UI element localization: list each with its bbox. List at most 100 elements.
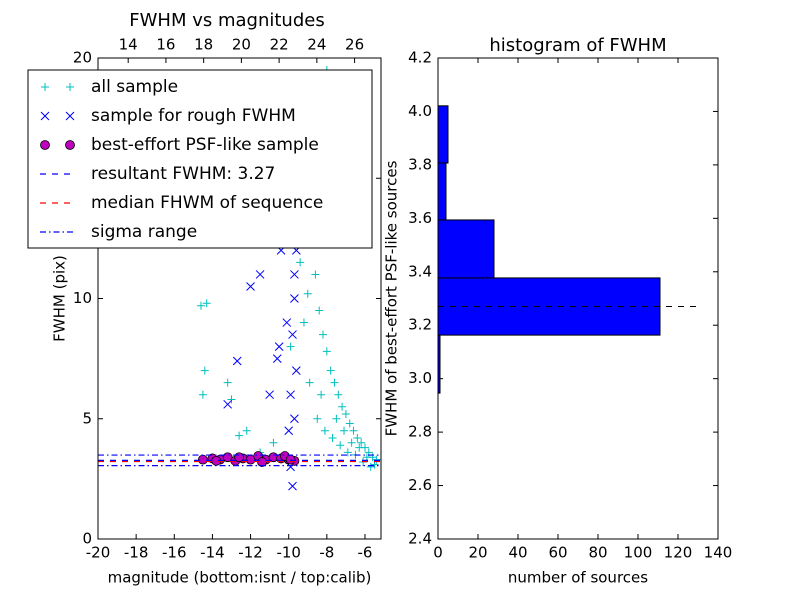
legend-marker	[65, 140, 75, 150]
legend-marker	[40, 111, 50, 121]
point	[357, 438, 366, 447]
x2-tick-label: 26	[345, 36, 364, 54]
y-tick-label: 4.0	[408, 102, 432, 120]
y-tick-label: 3.0	[408, 369, 432, 387]
point	[290, 294, 299, 303]
y-tick-label: 4.2	[408, 49, 432, 67]
point	[235, 431, 244, 440]
x-tick-label: 80	[588, 544, 607, 562]
point	[223, 378, 232, 387]
point	[200, 366, 209, 375]
point	[227, 395, 236, 404]
legend-label: sigma range	[91, 222, 197, 242]
y-axis-label: FWHM of best-effort PSF-like sources	[383, 160, 401, 436]
y-tick-label: 3.8	[408, 155, 432, 173]
y-tick-label: 2.6	[408, 476, 432, 494]
x2-tick-label: 20	[232, 36, 251, 54]
x-tick-label: 100	[624, 544, 653, 562]
ticks: 0 20 40 60 80 100 120 140 2.4 2.6 2.8 3.0 3.2 3.4 3.6 3…	[408, 49, 732, 562]
point	[349, 426, 358, 435]
point	[328, 433, 337, 442]
legend: all sample sample for rough FWHM best-effo…	[27, 69, 373, 249]
point	[326, 366, 335, 375]
x-tick-label: 20	[468, 544, 487, 562]
point	[340, 426, 349, 435]
point	[285, 454, 296, 465]
point	[291, 366, 301, 376]
x-tick-label: -14	[200, 544, 225, 562]
point	[290, 414, 299, 424]
chart-title: histogram of FWHM	[489, 35, 666, 56]
legend-marker	[66, 83, 74, 91]
legend-marker	[41, 83, 49, 91]
point	[284, 426, 294, 436]
point	[202, 299, 211, 308]
x-tick-label: 140	[704, 544, 733, 562]
point	[336, 441, 345, 450]
point	[296, 258, 305, 267]
y-tick-label: 3.6	[408, 209, 432, 227]
point	[332, 414, 341, 423]
x-tick-label: 120	[664, 544, 693, 562]
y-tick-label: 2.4	[408, 530, 432, 548]
point	[330, 378, 339, 387]
bar	[437, 219, 495, 279]
chart-title: FWHM vs magnitudes	[129, 10, 324, 31]
axes-frame	[437, 57, 719, 540]
point	[317, 390, 326, 399]
legend-label: resultant FWHM: 3.27	[91, 164, 275, 184]
y-tick-label: 5	[82, 409, 92, 427]
point	[286, 342, 295, 351]
x-axis-label: number of sources	[508, 569, 648, 587]
data	[98, 66, 381, 491]
x2-tick-label: 14	[119, 36, 138, 54]
point	[319, 330, 328, 339]
point	[198, 390, 207, 399]
legend-label: median FHWM of sequence	[91, 193, 323, 213]
legend-marker	[65, 111, 75, 121]
point	[311, 270, 320, 279]
point	[265, 390, 274, 400]
point	[334, 390, 343, 399]
bar	[437, 162, 447, 221]
point	[223, 399, 233, 409]
x-tick-label: -8	[319, 544, 334, 562]
y-tick-label: 20	[73, 49, 92, 67]
point	[255, 270, 265, 279]
ticks: -20 -18 -16 -14 -12 -10 -8 -6 14 16 18 20 22 24 26 0 5 10…	[73, 36, 381, 562]
point	[269, 438, 278, 447]
point	[320, 426, 329, 435]
point	[322, 347, 331, 356]
y-tick-label: 0	[82, 530, 92, 548]
point	[341, 409, 350, 418]
y-tick-label: 10	[73, 289, 92, 307]
point	[353, 433, 362, 442]
legend-box	[27, 69, 373, 249]
legend-marker	[40, 140, 50, 150]
bar	[437, 105, 449, 164]
point	[305, 378, 314, 387]
x-tick-label: 60	[548, 544, 567, 562]
legend-label: sample for rough FWHM	[91, 106, 296, 126]
y-tick-label: 3.2	[408, 316, 432, 334]
point	[345, 419, 354, 428]
point	[290, 270, 299, 279]
x-tick-label: -12	[238, 544, 263, 562]
point	[196, 301, 205, 310]
legend-label: best-effort PSF-like sample	[91, 135, 319, 155]
y-tick-label: 3.4	[408, 262, 432, 280]
x2-tick-label: 16	[156, 36, 175, 54]
x-tick-label: -18	[124, 544, 149, 562]
x-tick-label: 40	[508, 544, 527, 562]
point	[288, 330, 297, 339]
point	[303, 289, 312, 298]
legend-label: all sample	[91, 77, 178, 97]
point	[299, 318, 308, 327]
point	[282, 318, 292, 327]
x-tick-label: -6	[357, 544, 372, 562]
point	[315, 306, 324, 315]
point	[372, 455, 381, 464]
y-tick-label: 2.8	[408, 423, 432, 441]
x2-tick-label: 24	[307, 36, 326, 54]
